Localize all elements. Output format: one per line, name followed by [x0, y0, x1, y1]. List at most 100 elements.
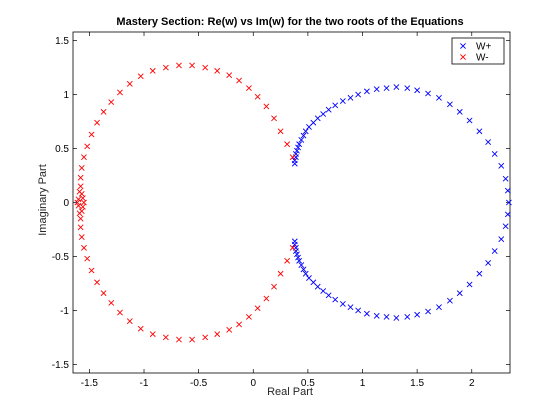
data-point-wplus [310, 119, 317, 126]
data-point-wplus [296, 141, 303, 148]
data-point-wminus [226, 326, 233, 333]
data-point-wminus [277, 128, 284, 135]
data-point-wplus [466, 281, 473, 288]
legend-marker-wplus [460, 43, 466, 49]
plot-area [72, 31, 511, 374]
data-point-wminus [81, 199, 87, 206]
data-point-wplus [404, 85, 411, 92]
data-point-wplus [373, 86, 380, 93]
data-point-wplus [298, 262, 305, 269]
x-tick-label: 1 [360, 378, 366, 389]
data-point-wminus [75, 196, 82, 203]
data-point-wminus [263, 103, 270, 110]
data-point-wplus [491, 151, 498, 157]
data-point-wminus [245, 85, 252, 92]
data-point-wminus [214, 331, 221, 338]
data-point-wminus [214, 67, 221, 74]
data-point-wplus [363, 88, 370, 95]
legend: W+W- [451, 37, 505, 65]
data-point-wplus [485, 260, 492, 266]
data-point-wminus [94, 119, 100, 126]
data-point-wminus [100, 108, 107, 115]
data-point-wplus [306, 275, 312, 281]
x-axis-label: Real Part [267, 386, 313, 398]
data-point-wplus [339, 98, 346, 104]
x-tick-label: 0.5 [301, 378, 315, 389]
y-axis-label: Imaginary Part [37, 164, 49, 236]
data-point-wplus [414, 311, 421, 318]
data-point-wminus [162, 64, 169, 71]
data-point-wplus [502, 223, 509, 230]
data-point-wminus [88, 267, 95, 274]
data-point-wplus [306, 124, 312, 130]
data-point-wminus [77, 224, 84, 231]
data-point-wplus [325, 106, 332, 113]
data-point-wplus [502, 175, 509, 182]
data-point-wplus [291, 157, 298, 164]
axis-ticks: -1.5 -1 -0.5 0 0.5 1 1.5 2 -1.5 -1 -0.5 0 0.5 1 1.5 [52, 32, 510, 389]
data-point-wplus [355, 307, 362, 314]
data-point-wplus [498, 162, 505, 169]
data-point-wplus [302, 128, 309, 135]
data-point-wplus [339, 301, 346, 307]
y-tick-label: 0 [63, 198, 69, 209]
data-point-wplus [485, 139, 492, 145]
data-point-wplus [294, 251, 300, 258]
data-point-wplus [476, 270, 483, 277]
data-point-wminus [81, 244, 87, 251]
data-point-wminus [176, 62, 182, 69]
data-point-wminus [77, 215, 84, 222]
data-point-wplus [505, 199, 512, 206]
data-point-wminus [78, 165, 85, 171]
data-point-wminus [94, 279, 100, 286]
data-point-wplus [294, 147, 300, 154]
data-point-wplus [436, 94, 442, 101]
data-point-wplus [295, 144, 301, 151]
data-point-wminus [126, 80, 133, 87]
data-point-wplus [504, 211, 511, 218]
data-point-wplus [504, 187, 511, 194]
data-point-wminus [79, 203, 86, 210]
data-point-wplus [314, 115, 321, 122]
data-point-wminus [117, 309, 123, 316]
data-point-wminus [289, 154, 296, 161]
y-tick-label: 1.5 [55, 36, 69, 47]
chart-title: Mastery Section: Re(w) vs Im(w) for the … [116, 16, 463, 28]
y-tick-label: -1 [60, 306, 69, 317]
data-point-wplus [355, 91, 362, 98]
data-point-wplus [456, 108, 463, 115]
data-point-wplus [347, 94, 354, 101]
data-point-wplus [456, 290, 463, 297]
data-point-wplus [332, 296, 339, 303]
x-tick-label: 0 [250, 378, 256, 389]
data-points [74, 62, 512, 343]
data-point-wminus [84, 143, 91, 150]
data-point-wplus [296, 257, 303, 264]
x-tick-label: -1.5 [81, 378, 99, 389]
data-point-wminus [108, 99, 115, 106]
data-point-wplus [320, 111, 327, 117]
data-point-wplus [314, 283, 321, 290]
data-point-wplus [347, 304, 354, 311]
data-point-wminus [189, 62, 196, 69]
y-tick-label: 0.5 [55, 144, 69, 155]
data-point-wminus [189, 336, 196, 343]
y-tick-label: 1 [63, 90, 69, 101]
data-point-wminus [77, 183, 84, 190]
data-point-wplus [383, 85, 390, 92]
x-tick-label: 1.5 [410, 378, 424, 389]
legend-label-wplus: W+ [476, 42, 491, 53]
data-point-wminus [79, 195, 86, 202]
data-point-wminus [236, 77, 242, 84]
data-point-wplus [300, 266, 307, 273]
data-point-wplus [310, 279, 317, 286]
data-point-wplus [320, 288, 327, 294]
data-point-wminus [81, 154, 87, 161]
data-point-wplus [393, 84, 400, 90]
data-point-wminus [263, 295, 270, 302]
data-point-wminus [284, 141, 291, 148]
data-point-wminus [284, 257, 291, 264]
y-tick-label: -0.5 [52, 252, 70, 263]
data-point-wplus [425, 308, 431, 315]
x-tick-label: -1 [140, 378, 149, 389]
